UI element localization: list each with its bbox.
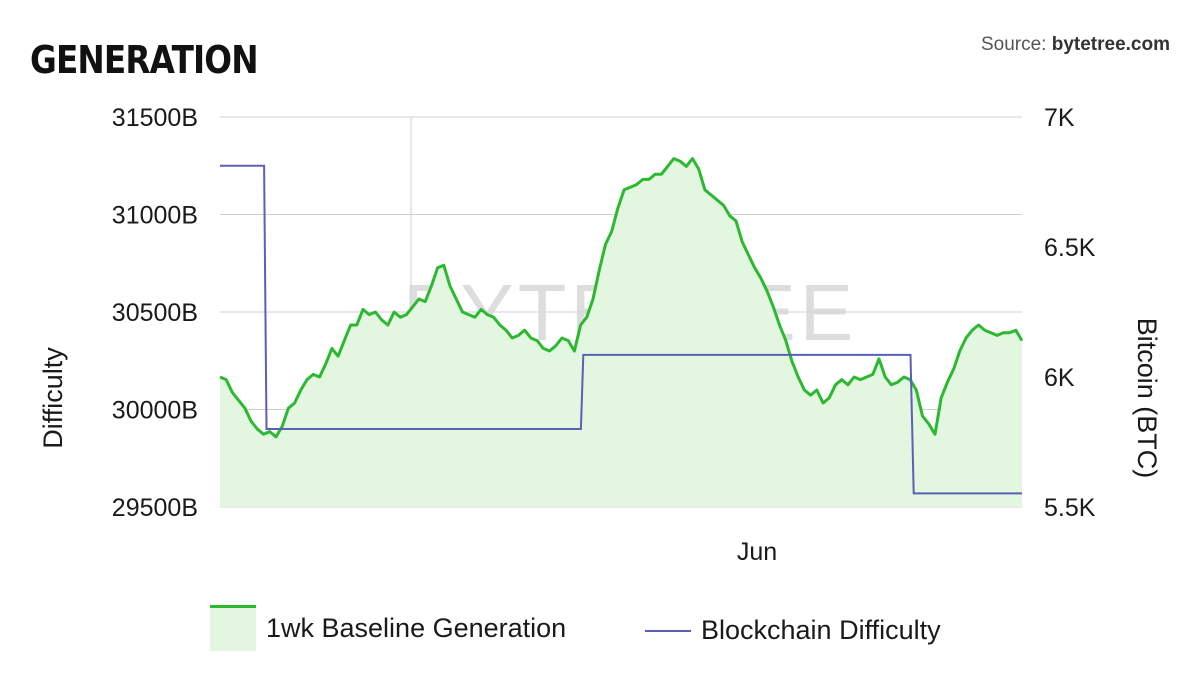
legend-area-swatch (210, 605, 256, 651)
left-tick-label: 31000B (112, 202, 198, 230)
left-tick-label: 30000B (112, 397, 198, 425)
source-prefix: Source: (980, 34, 1052, 55)
difficulty-line (220, 164, 1022, 495)
right-tick-label: 7K (1044, 104, 1075, 132)
legend-line-swatch (645, 629, 691, 632)
plot-area (219, 157, 1024, 507)
x-tick-label: Jun (737, 538, 777, 566)
generation-area-fill (220, 158, 1022, 507)
left-axis-title: Difficulty (38, 347, 68, 449)
left-tick-label: 30500B (112, 299, 198, 327)
left-tick-label: 29500B (112, 494, 198, 522)
x-axis-ticks: Jun (737, 538, 777, 566)
legend-label-difficulty: Blockchain Difficulty (701, 615, 941, 645)
left-tick-label: 31500B (112, 104, 198, 132)
legend-item-generation[interactable]: 1wk Baseline Generation (210, 605, 566, 651)
source-link[interactable]: bytetree.com (1051, 34, 1170, 55)
generation-line (219, 157, 1024, 439)
chart-legend: 1wk Baseline Generation Blockchain Diffi… (0, 600, 1200, 660)
right-axis-ticks: 7K 6.5K 6K 5.5K (1044, 104, 1096, 522)
right-tick-label: 6.5K (1044, 234, 1096, 262)
chart-canvas: BYTETREE 31500B31000B30500B30000B29500B … (38, 104, 1162, 566)
right-tick-label: 5.5K (1044, 494, 1096, 522)
left-axis-ticks: 31500B 31000B 30500B 30000B 29500B (112, 104, 198, 522)
right-axis-title: Bitcoin (BTC) (1132, 318, 1162, 479)
legend-item-difficulty[interactable]: Blockchain Difficulty (645, 615, 941, 646)
source-credit[interactable]: Source: bytetree.com (981, 34, 1170, 56)
legend-label-generation: 1wk Baseline Generation (266, 612, 567, 643)
chart-title: GENERATION (30, 38, 259, 82)
right-tick-label: 6K (1044, 364, 1075, 392)
